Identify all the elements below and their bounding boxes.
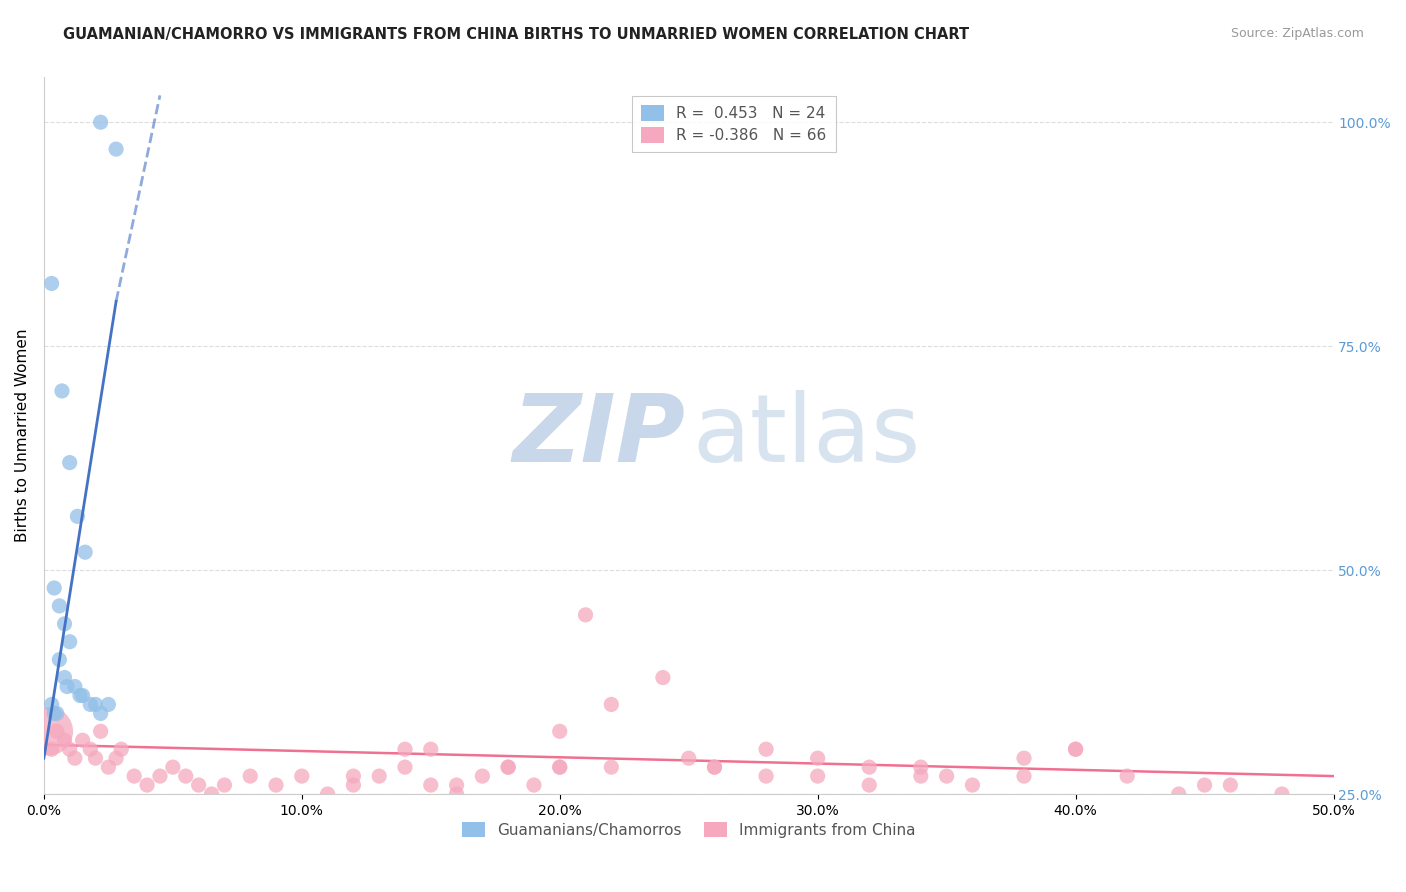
Point [523,778,546,792]
Point [316,787,339,801]
Point [1064,742,1087,756]
Point [496,760,519,774]
Point [678,751,700,765]
Point [910,769,932,783]
Point [51,384,73,398]
Point [239,769,262,783]
Point [446,778,468,792]
Point [63,751,86,765]
Point [600,698,623,712]
Point [1194,778,1216,792]
Point [45,724,67,739]
Point [1012,751,1035,765]
Point [97,760,120,774]
Text: GUAMANIAN/CHAMORRO VS IMMIGRANTS FROM CHINA BIRTHS TO UNMARRIED WOMEN CORRELATIO: GUAMANIAN/CHAMORRO VS IMMIGRANTS FROM CH… [63,27,969,42]
Point [1219,778,1241,792]
Point [84,751,107,765]
Point [755,742,778,756]
Point [97,698,120,712]
Point [548,724,571,739]
Point [858,778,880,792]
Point [496,760,519,774]
Point [136,778,159,792]
Point [53,671,76,685]
Point [90,115,112,129]
Point [69,689,91,703]
Point [75,545,97,559]
Point [41,742,63,756]
Point [59,742,82,756]
Point [858,760,880,774]
Point [200,787,222,801]
Point [66,509,89,524]
Text: ZIP: ZIP [512,390,685,482]
Point [122,769,145,783]
Point [48,599,70,613]
Point [214,778,236,792]
Point [755,769,778,783]
Point [162,760,184,774]
Point [342,778,364,792]
Point [105,142,128,156]
Point [935,769,957,783]
Point [44,581,66,595]
Point [548,760,571,774]
Point [110,742,132,756]
Point [41,698,63,712]
Point [38,724,60,739]
Point [394,760,416,774]
Point [394,742,416,756]
Point [703,760,725,774]
Point [368,769,391,783]
Point [53,733,76,747]
Point [1012,769,1035,783]
Legend: Guamanians/Chamorros, Immigrants from China: Guamanians/Chamorros, Immigrants from Ch… [456,815,922,844]
Point [807,751,830,765]
Point [79,742,101,756]
Point [264,778,287,792]
Point [59,456,82,470]
Text: atlas: atlas [693,390,921,482]
Point [53,616,76,631]
Point [471,769,494,783]
Point [48,653,70,667]
Point [72,689,94,703]
Point [59,634,82,648]
Point [63,680,86,694]
Point [962,778,984,792]
Point [56,680,79,694]
Point [419,742,441,756]
Point [1167,787,1189,801]
Point [548,760,571,774]
Point [45,706,67,721]
Point [41,277,63,291]
Point [342,769,364,783]
Point [105,751,128,765]
Point [291,769,314,783]
Text: Source: ZipAtlas.com: Source: ZipAtlas.com [1230,27,1364,40]
Point [1271,787,1294,801]
Point [84,698,107,712]
Point [79,698,101,712]
Point [419,778,441,792]
Point [1064,742,1087,756]
Point [446,787,468,801]
Point [1116,769,1139,783]
Point [703,760,725,774]
Point [90,706,112,721]
Point [174,769,197,783]
Point [910,760,932,774]
Point [44,706,66,721]
Y-axis label: Births to Unmarried Women: Births to Unmarried Women [15,329,30,542]
Point [72,733,94,747]
Point [90,724,112,739]
Point [149,769,172,783]
Point [574,607,596,622]
Point [187,778,209,792]
Point [600,760,623,774]
Point [651,671,673,685]
Point [807,769,830,783]
